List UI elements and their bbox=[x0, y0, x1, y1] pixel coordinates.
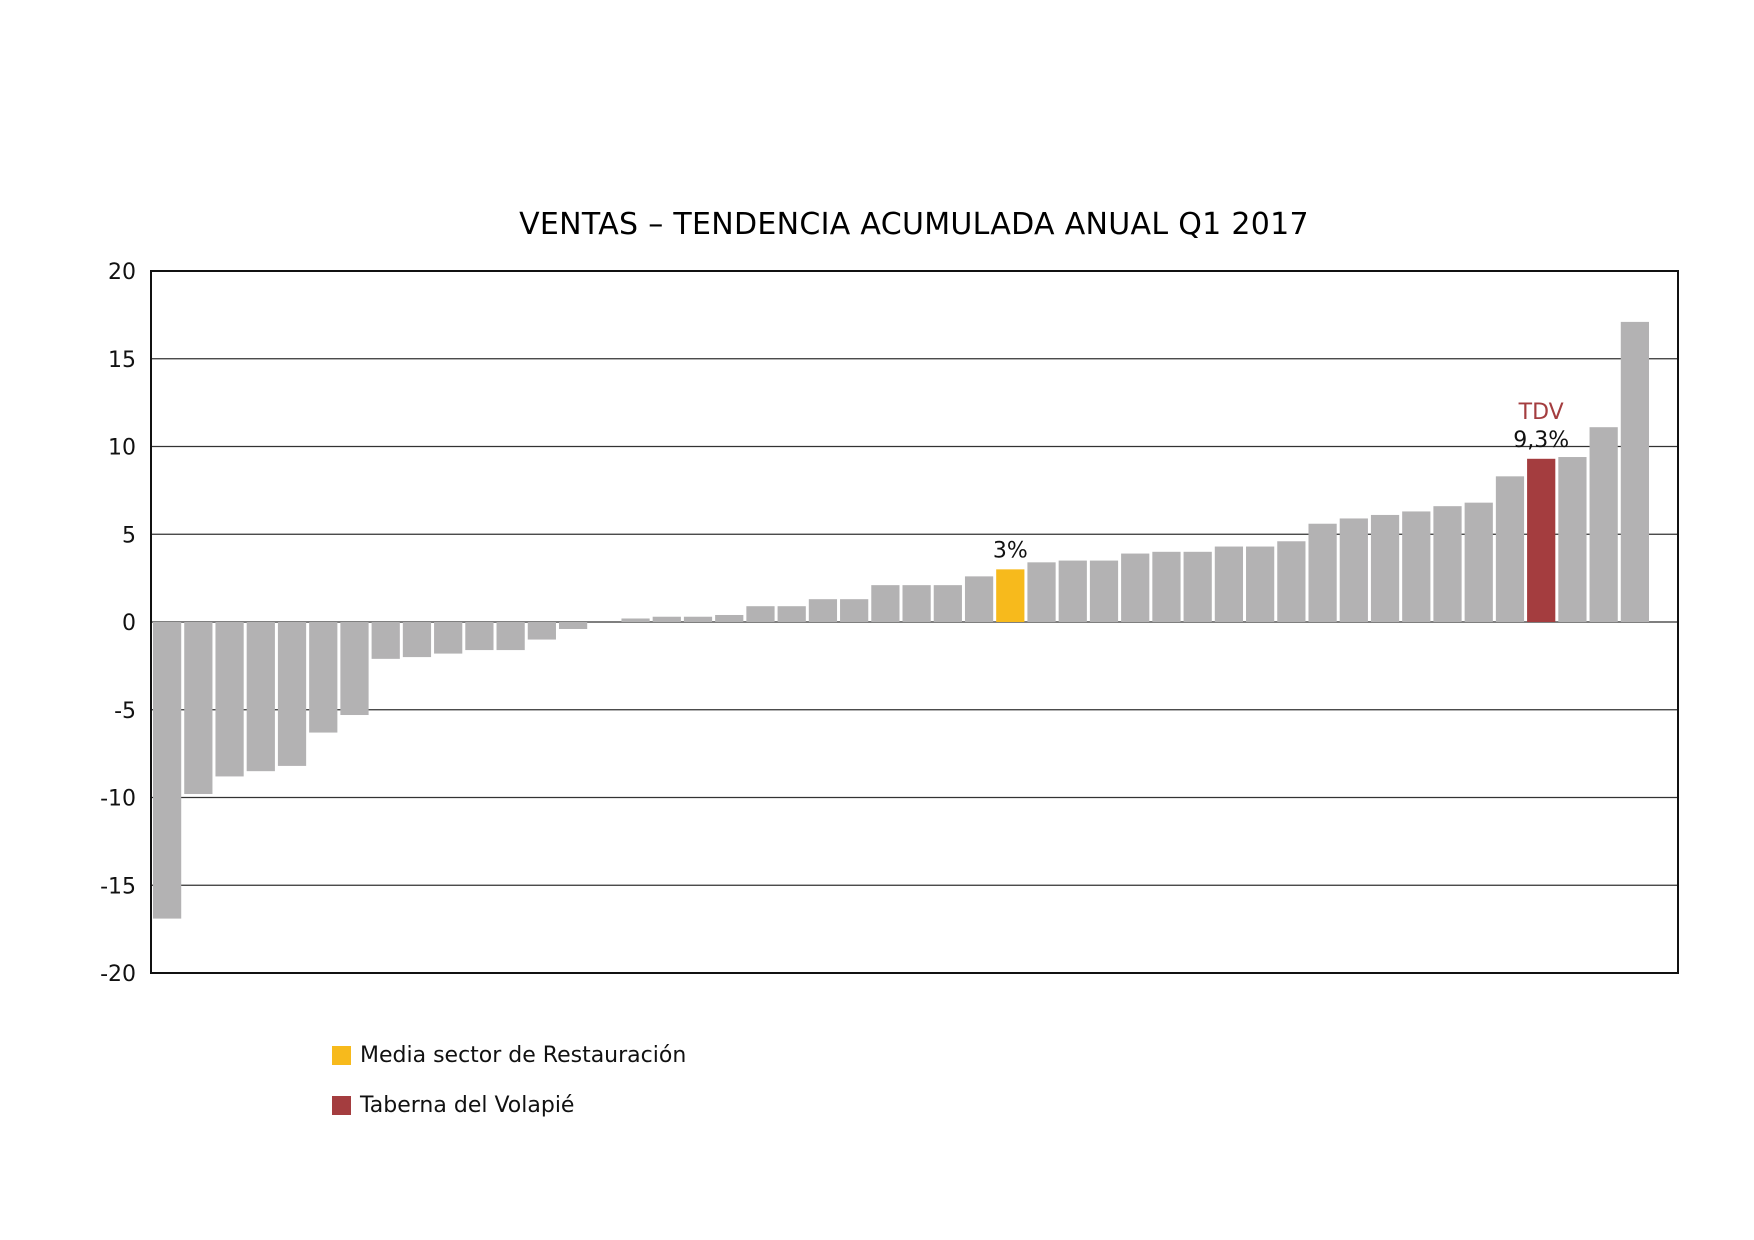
legend-item-sector-average: Media sector de Restauración bbox=[332, 1043, 686, 1068]
bar bbox=[1121, 553, 1150, 622]
bar bbox=[1308, 523, 1337, 622]
bar bbox=[1152, 551, 1181, 622]
bar bbox=[1495, 476, 1525, 622]
y-tick-label: 15 bbox=[108, 348, 136, 373]
bar bbox=[277, 622, 307, 766]
bar bbox=[340, 622, 369, 716]
bar bbox=[871, 585, 900, 622]
bar bbox=[1183, 551, 1212, 622]
bar bbox=[434, 622, 463, 654]
bar bbox=[1089, 560, 1119, 622]
bar bbox=[715, 614, 744, 622]
y-tick-label: -20 bbox=[100, 962, 136, 987]
bar bbox=[153, 622, 182, 919]
bar bbox=[1589, 427, 1618, 622]
bar-highlight bbox=[1527, 458, 1556, 622]
bar bbox=[1464, 502, 1493, 622]
plot-frame bbox=[150, 270, 1679, 974]
bar bbox=[746, 606, 775, 622]
bar bbox=[1620, 321, 1649, 622]
chart-title: VENTAS – TENDENCIA ACUMULADA ANUAL Q1 20… bbox=[519, 207, 1309, 242]
bar bbox=[309, 622, 338, 733]
bar bbox=[465, 622, 494, 651]
y-tick-label: -10 bbox=[100, 787, 136, 812]
legend-label-taberna: Taberna del Volapié bbox=[360, 1093, 575, 1118]
bar bbox=[246, 622, 275, 772]
bar bbox=[1246, 546, 1275, 622]
bar bbox=[1370, 514, 1400, 622]
bar bbox=[1433, 506, 1462, 622]
bar bbox=[933, 585, 962, 622]
bar bbox=[652, 616, 681, 622]
bar bbox=[1277, 541, 1306, 622]
bar bbox=[1339, 518, 1368, 622]
bar bbox=[840, 599, 869, 622]
legend-label-sector-average: Media sector de Restauración bbox=[360, 1043, 687, 1068]
y-tick-label: -15 bbox=[100, 874, 136, 899]
legend-swatch-yellow bbox=[332, 1046, 351, 1065]
bar bbox=[808, 599, 838, 622]
bar bbox=[777, 606, 806, 622]
bar bbox=[1558, 457, 1587, 622]
bar bbox=[683, 616, 713, 622]
y-tick-label: 0 bbox=[122, 611, 136, 636]
y-axis-ticks: 20 15 10 5 0 -5 -10 -15 -20 bbox=[100, 260, 136, 987]
bar bbox=[527, 622, 556, 640]
bar bbox=[964, 576, 994, 622]
bar bbox=[184, 622, 213, 794]
bars bbox=[153, 321, 1649, 919]
bar bbox=[558, 622, 588, 630]
bar-value-label: 3% bbox=[993, 538, 1028, 563]
bar-tag-label: TDV bbox=[1518, 400, 1564, 425]
bar bbox=[496, 622, 525, 651]
annotations: 3% 9,3% TDV bbox=[993, 400, 1569, 564]
y-tick-label: 10 bbox=[108, 436, 136, 461]
bar bbox=[621, 618, 650, 622]
bar-highlight bbox=[996, 569, 1025, 622]
y-tick-label: 5 bbox=[122, 523, 136, 548]
bar bbox=[371, 622, 400, 659]
legend-item-taberna: Taberna del Volapié bbox=[332, 1093, 574, 1118]
legend-swatch-red bbox=[332, 1096, 351, 1115]
bar bbox=[1058, 560, 1087, 622]
bar bbox=[1402, 511, 1431, 622]
bar bbox=[1027, 562, 1056, 622]
y-tick-label: 20 bbox=[108, 260, 136, 285]
bar bbox=[215, 622, 244, 777]
bar bbox=[902, 585, 931, 622]
y-tick-label: -5 bbox=[114, 699, 136, 724]
bar bbox=[402, 622, 432, 658]
bar-value-label: 9,3% bbox=[1513, 428, 1569, 453]
bar bbox=[1214, 546, 1244, 622]
